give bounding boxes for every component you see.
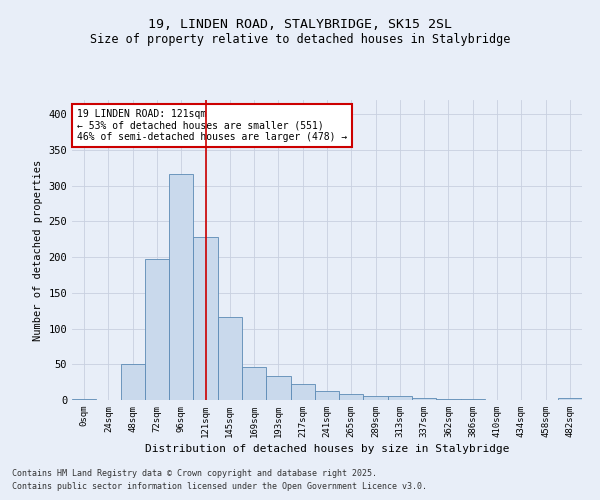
Bar xyxy=(290,384,315,400)
Bar xyxy=(315,392,339,400)
Bar xyxy=(72,398,96,400)
X-axis label: Distribution of detached houses by size in Stalybridge: Distribution of detached houses by size … xyxy=(145,444,509,454)
Bar xyxy=(193,237,218,400)
Bar xyxy=(266,376,290,400)
Bar xyxy=(145,260,169,400)
Bar xyxy=(339,394,364,400)
Bar xyxy=(558,398,582,400)
Text: Contains HM Land Registry data © Crown copyright and database right 2025.: Contains HM Land Registry data © Crown c… xyxy=(12,468,377,477)
Bar xyxy=(364,396,388,400)
Text: 19, LINDEN ROAD, STALYBRIDGE, SK15 2SL: 19, LINDEN ROAD, STALYBRIDGE, SK15 2SL xyxy=(148,18,452,30)
Text: Contains public sector information licensed under the Open Government Licence v3: Contains public sector information licen… xyxy=(12,482,427,491)
Y-axis label: Number of detached properties: Number of detached properties xyxy=(33,160,43,340)
Bar xyxy=(388,396,412,400)
Bar xyxy=(242,367,266,400)
Bar xyxy=(412,398,436,400)
Text: 19 LINDEN ROAD: 121sqm
← 53% of detached houses are smaller (551)
46% of semi-de: 19 LINDEN ROAD: 121sqm ← 53% of detached… xyxy=(77,109,347,142)
Bar xyxy=(169,174,193,400)
Text: Size of property relative to detached houses in Stalybridge: Size of property relative to detached ho… xyxy=(90,32,510,46)
Bar xyxy=(218,317,242,400)
Bar xyxy=(121,364,145,400)
